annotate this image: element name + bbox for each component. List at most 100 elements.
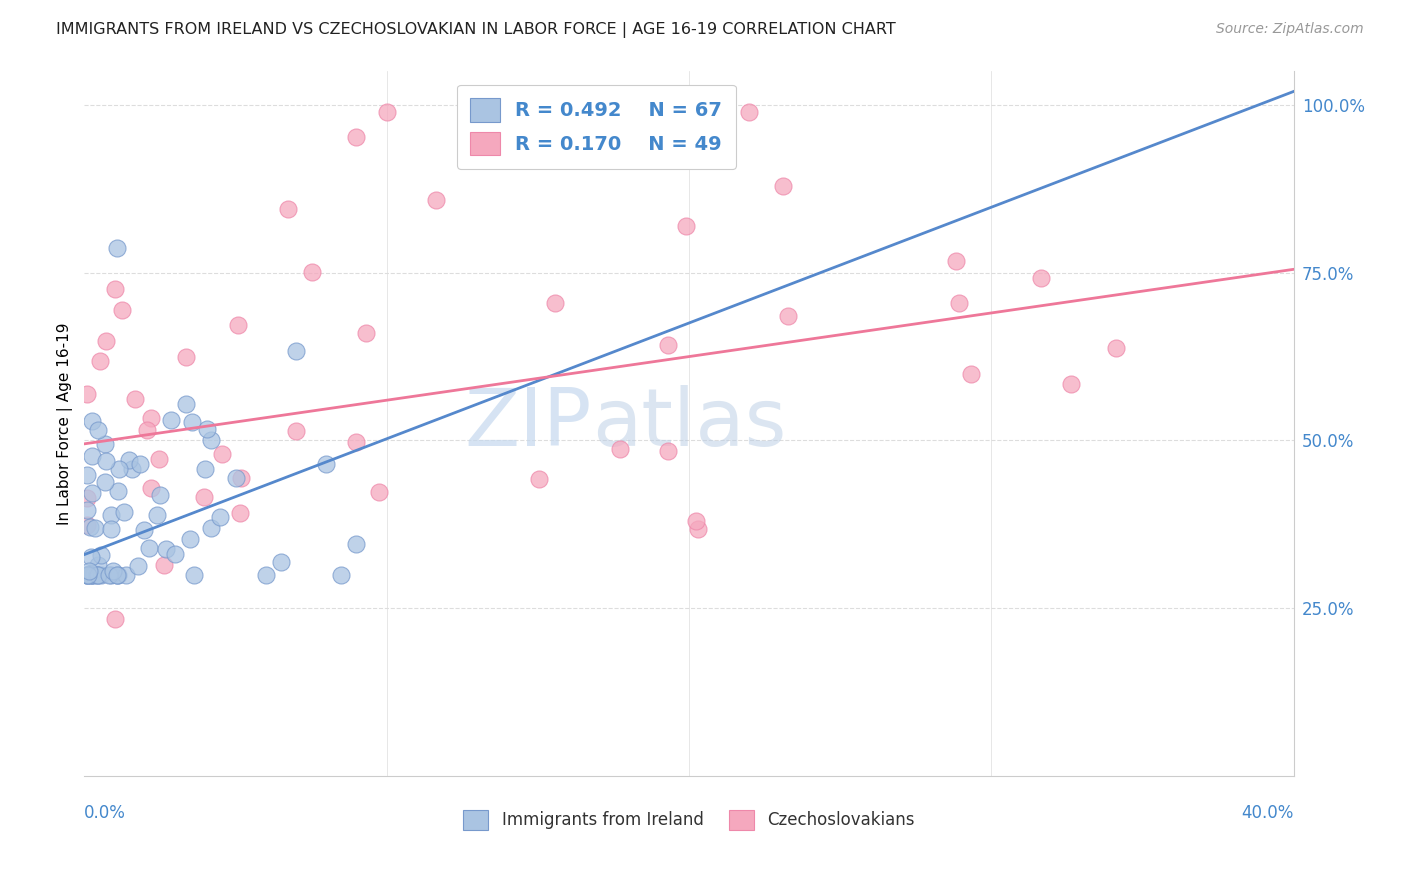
Point	[89, 354, 111, 368]
Point	[100, 508, 122, 522]
Point	[100, 522, 122, 536]
Point	[90, 548, 112, 562]
Point	[496, 104, 519, 119]
Point	[76, 387, 98, 401]
Point	[155, 541, 177, 556]
Point	[1105, 341, 1128, 355]
Legend: Immigrants from Ireland, Czechoslovakians: Immigrants from Ireland, Czechoslovakian…	[456, 801, 922, 838]
Point	[100, 567, 122, 582]
Point	[277, 202, 299, 216]
Point	[76, 567, 98, 582]
Point	[686, 522, 709, 536]
Point	[346, 537, 368, 551]
Point	[76, 468, 98, 483]
Point	[425, 193, 447, 207]
Point	[105, 241, 128, 255]
Point	[86, 567, 108, 582]
Point	[675, 219, 697, 233]
Point	[111, 302, 134, 317]
Point	[194, 461, 217, 475]
Point	[124, 392, 146, 406]
Point	[76, 567, 98, 582]
Point	[80, 486, 103, 500]
Text: Source: ZipAtlas.com: Source: ZipAtlas.com	[1216, 22, 1364, 37]
Point	[315, 457, 337, 471]
Point	[104, 282, 127, 296]
Point	[149, 488, 172, 502]
Point	[225, 471, 247, 485]
Point	[107, 567, 129, 582]
Point	[76, 517, 98, 532]
Point	[285, 344, 308, 359]
Point	[77, 564, 100, 578]
Point	[609, 442, 631, 457]
Point	[344, 130, 367, 145]
Point	[101, 564, 124, 578]
Point	[529, 472, 551, 486]
Text: ZIP: ZIP	[465, 384, 592, 463]
Point	[86, 558, 108, 572]
Point	[80, 449, 103, 463]
Point	[104, 612, 127, 626]
Point	[79, 519, 101, 533]
Point	[84, 521, 107, 535]
Point	[959, 367, 981, 381]
Point	[121, 462, 143, 476]
Point	[270, 555, 292, 569]
Point	[181, 415, 204, 429]
Point	[1031, 271, 1053, 285]
Point	[87, 423, 110, 437]
Point	[107, 483, 129, 498]
Point	[118, 453, 141, 467]
Point	[945, 253, 967, 268]
Point	[146, 508, 169, 522]
Point	[107, 567, 129, 582]
Point	[139, 411, 162, 425]
Point	[86, 567, 108, 582]
Point	[76, 491, 98, 505]
Point	[200, 433, 222, 447]
Point	[285, 424, 308, 438]
Point	[678, 104, 700, 119]
Point	[657, 444, 679, 458]
Point	[772, 178, 794, 193]
Point	[179, 533, 201, 547]
Y-axis label: In Labor Force | Age 16-19: In Labor Force | Age 16-19	[58, 322, 73, 525]
Point	[209, 510, 232, 524]
Point	[77, 567, 100, 582]
Point	[211, 447, 233, 461]
Point	[738, 104, 761, 119]
Text: atlas: atlas	[592, 384, 786, 463]
Point	[174, 397, 197, 411]
Point	[80, 550, 103, 565]
Text: IMMIGRANTS FROM IRELAND VS CZECHOSLOVAKIAN IN LABOR FORCE | AGE 16-19 CORRELATIO: IMMIGRANTS FROM IRELAND VS CZECHOSLOVAKI…	[56, 22, 896, 38]
Point	[617, 104, 640, 119]
Point	[657, 338, 679, 352]
Point	[141, 482, 163, 496]
Point	[195, 422, 218, 436]
Point	[107, 461, 129, 475]
Point	[354, 326, 377, 340]
Point	[160, 413, 183, 427]
Point	[96, 454, 118, 468]
Point	[82, 414, 104, 428]
Point	[115, 567, 138, 582]
Point	[193, 490, 215, 504]
Point	[138, 541, 160, 555]
Point	[254, 567, 277, 582]
Point	[375, 104, 398, 119]
Point	[98, 567, 121, 582]
Text: 0.0%: 0.0%	[84, 805, 127, 822]
Point	[129, 457, 152, 471]
Point	[346, 434, 368, 449]
Point	[134, 523, 156, 537]
Point	[76, 567, 98, 582]
Point	[135, 423, 157, 437]
Point	[82, 567, 104, 582]
Point	[94, 475, 117, 489]
Point	[90, 567, 112, 582]
Point	[107, 567, 129, 582]
Point	[368, 485, 391, 500]
Point	[79, 567, 101, 582]
Point	[183, 567, 205, 582]
